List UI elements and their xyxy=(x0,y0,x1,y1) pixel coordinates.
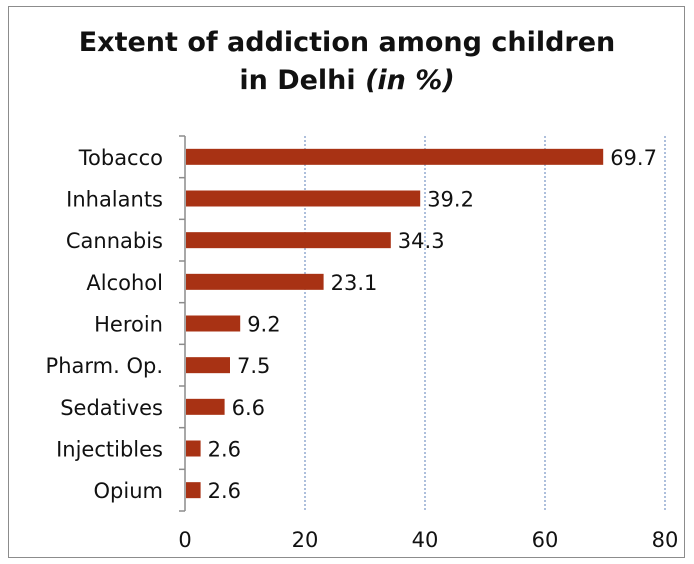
bars xyxy=(186,148,604,499)
chart-title: Extent of addiction among children in De… xyxy=(0,24,694,100)
category-label: Cannabis xyxy=(66,229,163,253)
category-label: Opium xyxy=(94,479,163,503)
x-tick-label: 60 xyxy=(532,528,559,552)
chart-title-location: in Delhi xyxy=(239,65,366,96)
bar xyxy=(186,273,324,290)
bar xyxy=(186,398,225,415)
data-label: 23.1 xyxy=(331,271,378,295)
gridlines xyxy=(304,136,666,511)
data-labels: 69.7 39.2 34.3 23.1 9.2 7.5 6.6 2.6 2.6 xyxy=(208,146,657,503)
data-label: 69.7 xyxy=(610,146,657,170)
data-label: 2.6 xyxy=(208,438,241,462)
data-label: 9.2 xyxy=(247,313,280,337)
x-tick-label: 40 xyxy=(412,528,439,552)
x-tick-label: 80 xyxy=(652,528,679,552)
y-axis xyxy=(179,135,186,512)
x-tick-label: 0 xyxy=(178,528,191,552)
x-axis: 0 20 40 60 80 xyxy=(178,528,678,552)
data-label: 34.3 xyxy=(398,229,445,253)
category-label: Pharm. Op. xyxy=(46,354,163,378)
data-label: 7.5 xyxy=(237,354,270,378)
x-tick-label: 20 xyxy=(292,528,319,552)
chart-title-unit: (in %) xyxy=(365,65,455,96)
chart-title-line1: Extent of addiction among children xyxy=(78,27,616,58)
bar xyxy=(186,357,230,374)
chart-title-line2: in Delhi (in %) xyxy=(0,62,694,100)
category-label: Sedatives xyxy=(60,396,163,420)
bar xyxy=(186,440,201,457)
category-label: Heroin xyxy=(94,313,163,337)
category-label: Alcohol xyxy=(86,271,163,295)
category-labels: Tobacco Inhalants Cannabis Alcohol Heroin Pha… xyxy=(46,146,163,503)
category-label: Inhalants xyxy=(66,188,163,212)
data-label: 39.2 xyxy=(427,188,474,212)
bar xyxy=(186,148,604,165)
category-label: Tobacco xyxy=(78,146,163,170)
category-label: Injectibles xyxy=(56,438,163,462)
data-label: 2.6 xyxy=(208,479,241,503)
bar xyxy=(186,232,391,249)
bar xyxy=(186,315,241,332)
bar xyxy=(186,482,201,499)
bar xyxy=(186,190,421,207)
chart-frame xyxy=(8,6,685,558)
data-label: 6.6 xyxy=(232,396,265,420)
